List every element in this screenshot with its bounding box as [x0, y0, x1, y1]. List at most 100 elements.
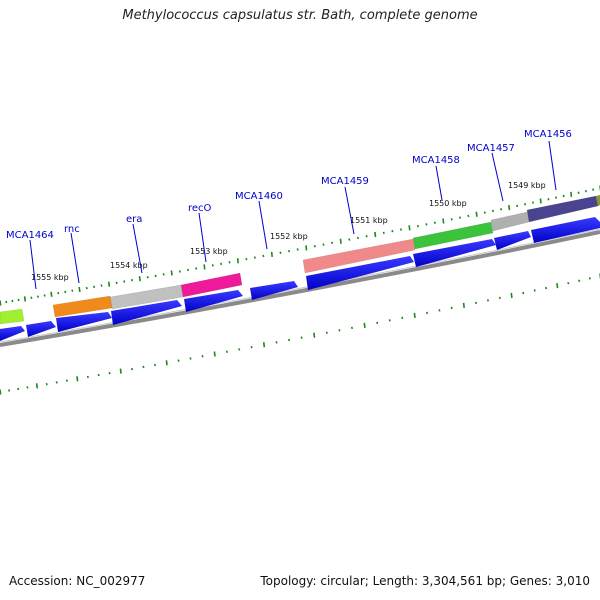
feature-bar-mca1458	[412, 221, 494, 250]
tick-mark	[107, 281, 111, 287]
kbp-scale: 1549 kbp 1550 kbp 1551 kbp 1552 kbp 1553…	[31, 181, 546, 282]
tick-mark	[250, 345, 253, 349]
gene-label-rnc[interactable]: rnc	[64, 224, 80, 235]
cds-arrow	[184, 290, 243, 312]
tick-mark	[11, 299, 14, 303]
tick-mark	[43, 294, 46, 297]
tick-mark	[213, 351, 216, 357]
tick-mark	[363, 322, 366, 328]
inner-tick-ring	[0, 273, 600, 395]
tick-mark	[578, 279, 581, 282]
tick-mark	[588, 277, 591, 280]
feature-bar-mca1456	[526, 195, 599, 223]
tick-mark	[23, 296, 27, 302]
tick-mark	[115, 281, 118, 285]
tick-mark	[374, 231, 377, 238]
tick-mark	[467, 214, 470, 218]
tick-mark	[0, 389, 2, 395]
tick-mark	[57, 291, 60, 295]
kbp-label: 1551 kbp	[350, 216, 388, 225]
gene-label-mca1457[interactable]: MCA1457	[467, 143, 515, 154]
tick-mark	[331, 241, 334, 245]
tick-mark	[130, 367, 134, 371]
gene-label-era[interactable]: era	[126, 214, 142, 225]
tick-mark	[510, 292, 513, 299]
tick-mark	[399, 228, 402, 231]
tick-mark	[170, 270, 173, 276]
tick-mark	[313, 332, 316, 338]
tick-mark	[458, 216, 462, 219]
tick-mark	[313, 244, 316, 248]
gene-label-mca1456[interactable]: MCA1456	[524, 129, 572, 140]
kbp-label: 1550 kbp	[429, 199, 467, 208]
tick-mark	[64, 290, 67, 294]
feature-band	[0, 195, 600, 325]
tick-mark	[138, 276, 141, 282]
tick-mark	[220, 262, 223, 266]
tick-mark	[253, 256, 256, 259]
tick-mark	[592, 188, 595, 191]
outer-tick-ring	[0, 185, 600, 306]
tick-mark	[545, 286, 548, 290]
gene-label-mca1458[interactable]: MCA1458	[412, 155, 460, 166]
tick-mark	[201, 355, 204, 358]
cds-arrow	[0, 326, 25, 341]
kbp-label: 1553 kbp	[190, 247, 228, 256]
backbone-arc	[0, 230, 600, 347]
tick-mark	[401, 316, 404, 320]
tick-mark	[35, 383, 39, 389]
gene-label-reco[interactable]: recO	[188, 203, 212, 214]
tick-mark	[474, 301, 478, 305]
tick-mark	[30, 296, 33, 299]
tick-mark	[356, 236, 360, 240]
gene-label-mca1464[interactable]: MCA1464	[6, 230, 54, 241]
tick-mark	[154, 274, 157, 278]
tick-mark	[287, 338, 291, 342]
tick-mark	[55, 381, 58, 384]
tick-mark	[93, 285, 96, 289]
tick-mark	[86, 375, 89, 379]
tick-mark	[195, 267, 198, 270]
cds-arrow	[531, 217, 600, 243]
tick-mark	[275, 341, 278, 344]
kbp-label: 1552 kbp	[270, 232, 308, 241]
tick-mark	[539, 198, 542, 204]
cds-arrow	[250, 281, 298, 300]
feature-bar-mca1457	[490, 211, 530, 232]
tick-mark	[339, 238, 342, 244]
tick-mark	[305, 245, 308, 251]
tick-mark	[177, 359, 180, 362]
tick-mark	[165, 360, 168, 366]
tick-mark	[296, 248, 299, 251]
tick-mark	[348, 238, 351, 241]
tick-mark	[416, 224, 420, 228]
tick-mark	[508, 204, 511, 211]
tick-mark	[270, 251, 274, 257]
tick-mark	[547, 198, 550, 201]
tick-mark	[577, 191, 580, 195]
gene-label-mca1460[interactable]: MCA1460	[235, 191, 283, 202]
cds-arrow	[306, 256, 414, 290]
tick-mark	[450, 306, 453, 310]
tick-mark	[382, 231, 385, 235]
tick-mark	[245, 257, 248, 261]
tick-mark	[146, 276, 149, 279]
tick-mark	[123, 280, 126, 283]
tick-mark	[322, 243, 325, 246]
tick-mark	[450, 218, 453, 221]
tick-mark	[5, 300, 8, 304]
tick-mark	[408, 225, 411, 231]
tick-mark	[350, 326, 354, 330]
cds-arrow	[413, 239, 496, 267]
feature-bar-edge	[596, 195, 600, 206]
tick-mark	[522, 291, 525, 295]
tick-mark	[584, 189, 587, 193]
tick-mark	[236, 258, 240, 264]
feature-bar-rnc	[52, 295, 113, 318]
accession-label: Accession: NC_002977	[9, 574, 146, 588]
gene-label-mca1459[interactable]: MCA1459	[321, 176, 369, 187]
tick-mark	[203, 264, 206, 270]
tick-mark	[97, 373, 100, 377]
tick-mark	[562, 194, 565, 198]
